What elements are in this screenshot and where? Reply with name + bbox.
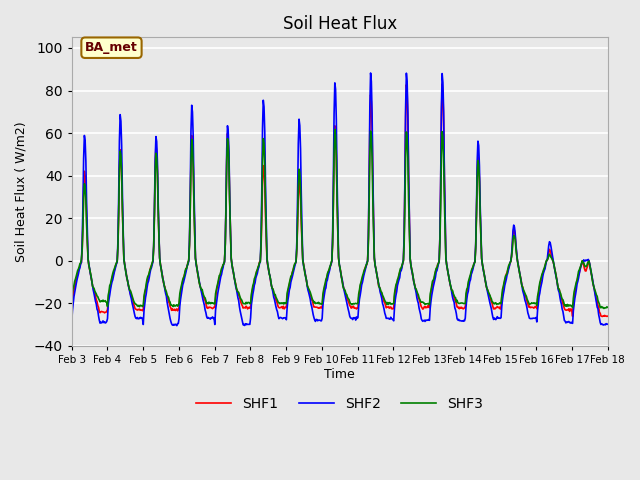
- SHF3: [421, 301, 429, 307]
- Text: BA_met: BA_met: [85, 41, 138, 54]
- SHF3: [77, 257, 85, 263]
- SHF2: [68, 320, 76, 325]
- SHF3: [68, 298, 76, 304]
- SHF2: [604, 321, 611, 327]
- SHF2: [406, 255, 414, 261]
- Line: SHF3: SHF3: [72, 130, 607, 309]
- SHF2: [422, 317, 429, 323]
- SHF2: [188, 102, 196, 108]
- SHF1: [420, 304, 428, 310]
- SHF3: [600, 306, 608, 312]
- Title: Soil Heat Flux: Soil Heat Flux: [282, 15, 397, 33]
- SHF2: [367, 70, 374, 76]
- SHF1: [598, 313, 606, 319]
- SHF3: [604, 304, 611, 310]
- Line: SHF2: SHF2: [72, 73, 607, 325]
- Line: SHF1: SHF1: [72, 84, 607, 316]
- SHF1: [187, 156, 195, 162]
- SHF3: [132, 301, 140, 307]
- Legend: SHF1, SHF2, SHF3: SHF1, SHF2, SHF3: [191, 391, 489, 416]
- Y-axis label: Soil Heat Flux ( W/m2): Soil Heat Flux ( W/m2): [15, 121, 28, 262]
- SHF2: [173, 323, 180, 328]
- SHF2: [132, 316, 140, 322]
- SHF2: [77, 260, 85, 265]
- SHF3: [406, 229, 413, 235]
- X-axis label: Time: Time: [324, 368, 355, 381]
- SHF3: [216, 273, 223, 278]
- SHF1: [604, 313, 611, 319]
- SHF3: [187, 159, 195, 165]
- SHF1: [438, 82, 446, 87]
- SHF1: [132, 307, 140, 312]
- SHF1: [404, 176, 412, 182]
- SHF3: [331, 127, 339, 132]
- SHF1: [77, 260, 85, 265]
- SHF1: [68, 309, 76, 314]
- SHF2: [216, 278, 224, 284]
- SHF1: [216, 276, 223, 281]
